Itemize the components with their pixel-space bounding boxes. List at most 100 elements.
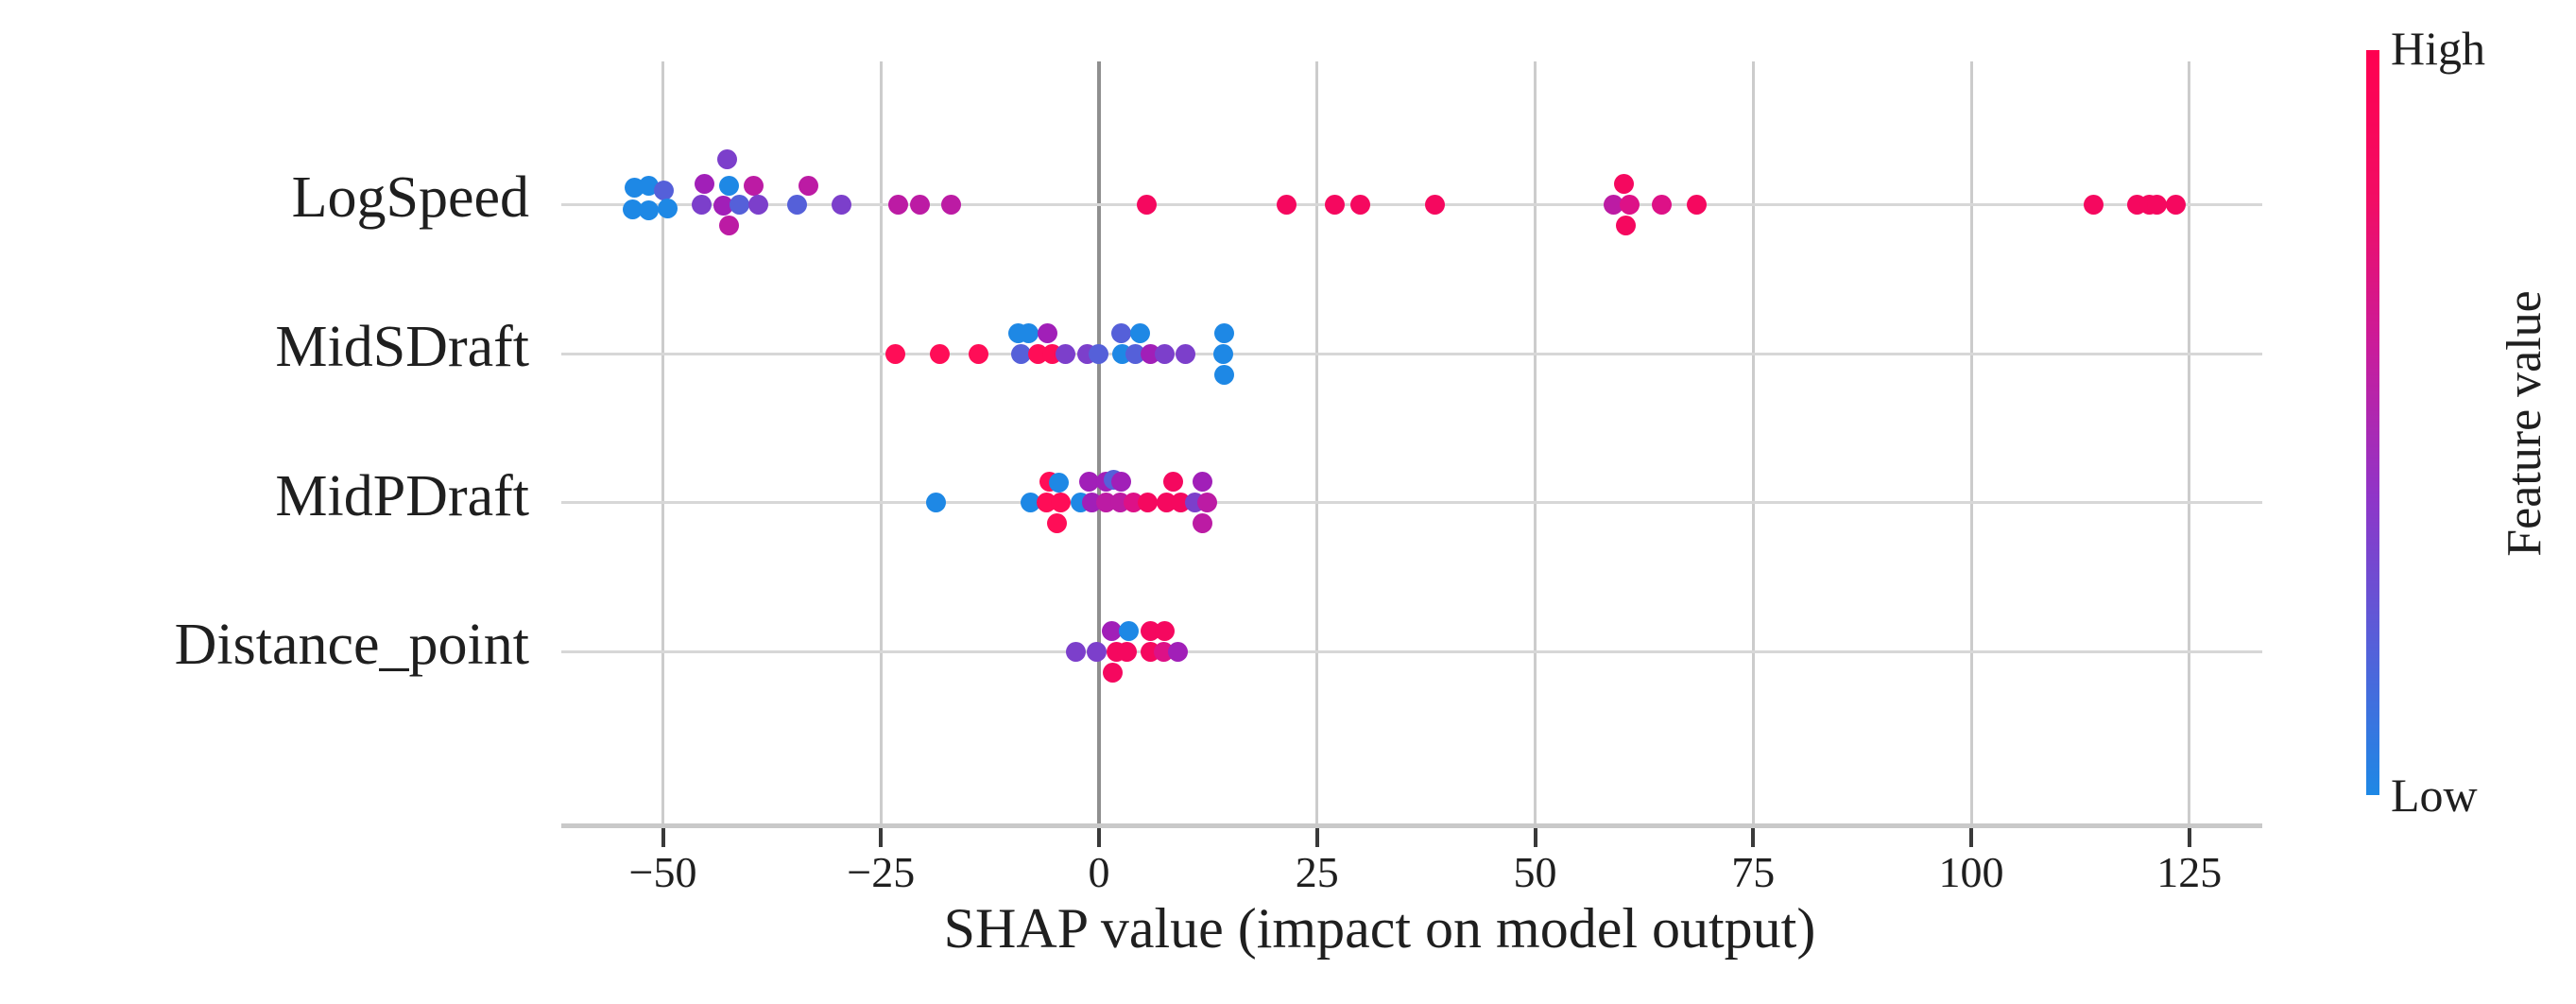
gridline-x--50: [661, 61, 664, 825]
x-tick-mark--25: [879, 828, 884, 847]
x-tick-mark-25: [1314, 828, 1319, 847]
scatter-point: [1154, 343, 1175, 364]
x-tick-label-100: 100: [1938, 848, 2004, 896]
scatter-point: [1117, 641, 1138, 662]
scatter-point: [1214, 364, 1235, 385]
scatter-point: [639, 199, 660, 220]
x-tick-label-25: 25: [1295, 848, 1339, 896]
x-tick-label-50: 50: [1513, 848, 1557, 896]
scatter-point: [1193, 513, 1213, 533]
scatter-point: [1614, 173, 1635, 194]
scatter-point: [1154, 620, 1175, 641]
scatter-point: [1196, 493, 1217, 512]
gridline-x-75: [1751, 61, 1755, 825]
gridline-x-50: [1534, 61, 1537, 825]
scatter-point: [1125, 343, 1146, 364]
scatter-point: [1651, 194, 1672, 215]
scatter-point: [691, 194, 712, 215]
x-tick-mark-125: [2187, 828, 2191, 847]
scatter-point: [1615, 215, 1636, 235]
gridline-x--25: [879, 61, 883, 825]
scatter-point: [969, 343, 989, 364]
scatter-point: [1167, 641, 1188, 662]
x-tick-label--25: −25: [847, 848, 916, 896]
scatter-point: [717, 148, 738, 169]
x-tick-label--50: −50: [628, 848, 697, 896]
scatter-point: [910, 194, 931, 215]
scatter-point: [888, 194, 909, 215]
x-tick-label-75: 75: [1731, 848, 1776, 896]
feature-label-MidSDraft: MidSDraft: [275, 315, 529, 379]
scatter-point: [1686, 194, 1707, 215]
feature-label-MidPDraft: MidPDraft: [275, 463, 529, 528]
x-tick-mark--50: [661, 828, 665, 847]
scatter-point: [799, 175, 819, 196]
x-tick-mark-50: [1533, 828, 1537, 847]
gridline-row-MidPDraft: [561, 501, 2262, 504]
scatter-point: [1049, 473, 1070, 493]
scatter-point: [1619, 194, 1640, 215]
gridline-row-MidSDraft: [561, 352, 2262, 355]
scatter-point: [1047, 513, 1068, 533]
scatter-point: [1175, 343, 1195, 364]
gridline-x-25: [1315, 61, 1319, 825]
scatter-point: [1103, 662, 1124, 683]
scatter-point: [1111, 322, 1132, 343]
scatter-point: [1020, 493, 1040, 512]
x-axis-title: SHAP value (impact on model output): [943, 897, 1816, 960]
x-tick-mark-75: [1751, 828, 1756, 847]
scatter-point: [1193, 472, 1213, 492]
scatter-point: [1129, 322, 1150, 343]
scatter-point: [884, 343, 905, 364]
scatter-point: [2147, 194, 2168, 215]
scatter-point: [787, 194, 808, 215]
colorbar-high-label: High: [2391, 22, 2485, 75]
gridline-x-100: [1969, 61, 1973, 825]
gridline-row-Distance_point: [561, 649, 2262, 653]
scatter-point: [1214, 322, 1235, 343]
scatter-point: [1079, 472, 1100, 492]
scatter-point: [925, 493, 946, 512]
gridline-x-125: [2188, 61, 2191, 825]
scatter-point: [695, 173, 715, 194]
scatter-point: [1086, 641, 1107, 662]
scatter-point: [719, 175, 740, 196]
scatter-point: [1056, 343, 1076, 364]
scatter-point: [1111, 472, 1132, 492]
scatter-point: [1038, 322, 1058, 343]
scatter-point: [1088, 343, 1108, 364]
feature-label-Distance_point: Distance_point: [174, 613, 529, 677]
scatter-point: [653, 180, 674, 200]
feature-label-LogSpeed: LogSpeed: [291, 165, 529, 230]
x-axis-spine: [561, 823, 2262, 828]
colorbar-gradient: [2366, 50, 2379, 795]
scatter-point: [940, 194, 961, 215]
scatter-point: [719, 215, 740, 235]
scatter-point: [657, 198, 678, 218]
scatter-point: [743, 175, 764, 196]
scatter-point: [1050, 493, 1071, 512]
x-tick-mark-0: [1097, 828, 1101, 847]
scatter-point: [1424, 194, 1445, 215]
scatter-point: [747, 194, 768, 215]
scatter-point: [713, 195, 733, 216]
x-tick-mark-100: [1969, 828, 1973, 847]
scatter-point: [730, 194, 750, 215]
scatter-point: [1137, 194, 1158, 215]
gridline-x-0: [1097, 61, 1101, 825]
scatter-point: [1011, 343, 1032, 364]
x-tick-label-125: 125: [2156, 848, 2223, 896]
colorbar-low-label: Low: [2391, 769, 2478, 822]
scatter-point: [832, 194, 852, 215]
scatter-point: [1212, 343, 1233, 364]
colorbar-title: Feature value: [2498, 290, 2551, 557]
scatter-point: [1350, 194, 1371, 215]
x-tick-label-0: 0: [1088, 848, 1110, 896]
scatter-point: [1065, 641, 1086, 662]
scatter-point: [929, 343, 950, 364]
scatter-point: [622, 199, 643, 219]
scatter-point: [1324, 194, 1345, 215]
scatter-point: [1276, 194, 1297, 215]
scatter-point: [1018, 322, 1039, 343]
